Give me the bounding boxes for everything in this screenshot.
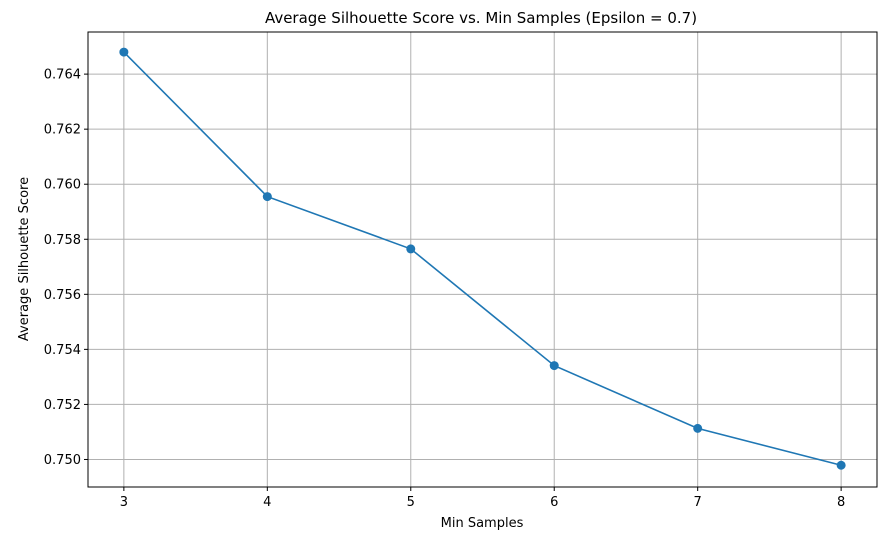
data-point [262, 192, 272, 202]
y-tick-label: 0.754 [44, 343, 81, 358]
x-tick-label: 3 [120, 495, 128, 510]
x-tick-label: 8 [837, 495, 845, 510]
data-point [549, 361, 559, 371]
x-tick-label: 6 [550, 495, 558, 510]
plot-frame [87, 31, 878, 488]
y-tick-label: 0.760 [44, 178, 81, 193]
data-point [693, 423, 703, 433]
axis-ticks: 3 4 5 6 7 8 0.750 0.752 0.754 0.756 0.758 0.760 0.76… [44, 68, 845, 510]
x-axis-label: Min Samples [441, 516, 524, 531]
y-tick-label: 0.752 [44, 398, 81, 413]
data-point [406, 244, 416, 254]
x-tick-label: 5 [407, 495, 415, 510]
y-tick-label: 0.762 [44, 123, 81, 138]
y-tick-label: 0.764 [44, 68, 81, 83]
x-tick-label: 7 [694, 495, 702, 510]
y-axis-label: Average Silhouette Score [17, 177, 32, 341]
series-group [119, 47, 846, 470]
data-point [836, 460, 846, 470]
data-point [119, 47, 129, 57]
x-tick-label: 4 [263, 495, 271, 510]
y-tick-label: 0.750 [44, 453, 81, 468]
series-line [123, 51, 842, 467]
grid [88, 32, 877, 487]
y-tick-label: 0.756 [44, 288, 81, 303]
y-tick-label: 0.758 [44, 233, 81, 248]
chart-title: Average Silhouette Score vs. Min Samples… [265, 9, 697, 27]
